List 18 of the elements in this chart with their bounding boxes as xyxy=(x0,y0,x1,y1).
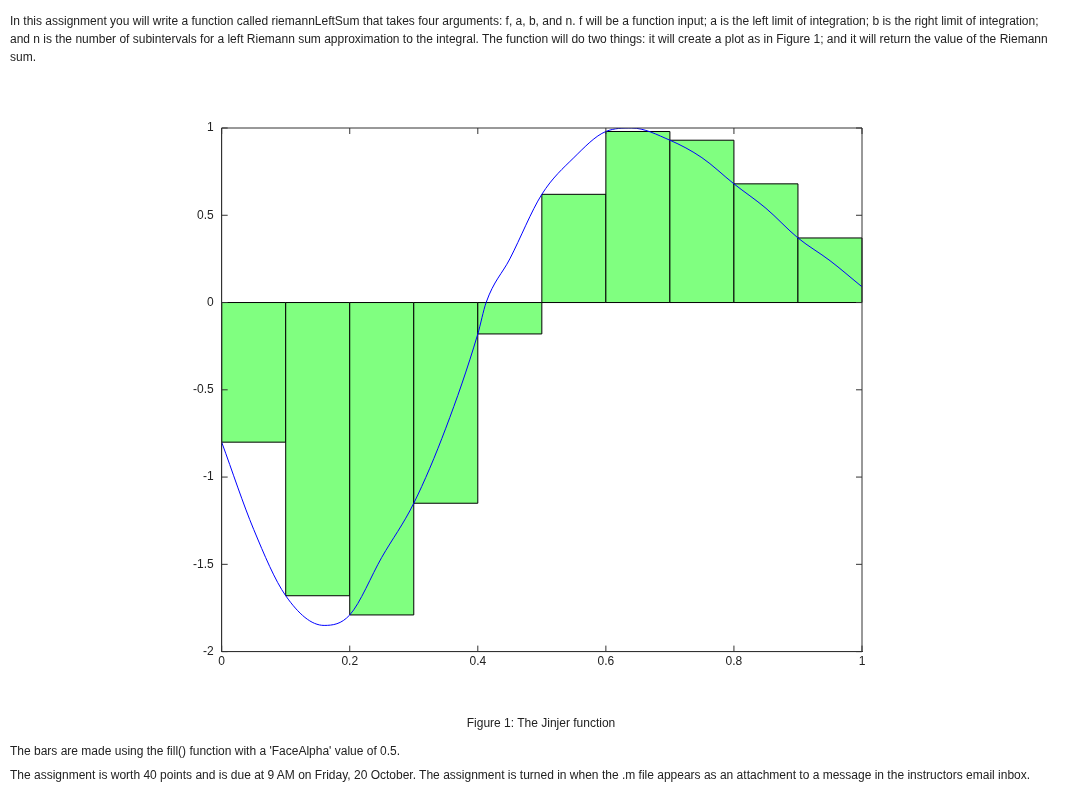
x-tick-label: 0.8 xyxy=(725,654,743,669)
y-tick-label: 0.5 xyxy=(196,207,214,222)
text: The bars are made using the fill() function with a 'FaceAlpha' value of 0.5. xyxy=(10,744,401,758)
y-tick-label: -1.5 xyxy=(192,556,214,571)
y-tick-label: 1 xyxy=(206,120,214,135)
x-tick-label: 0.2 xyxy=(341,654,359,669)
x-tick-label: 0.4 xyxy=(469,654,487,669)
caption: Figure 1: The Jinjer function xyxy=(465,716,617,730)
y-tick-label: 0 xyxy=(206,294,214,309)
text: The assignment is worth 40 points and is due at 9 AM on Friday, 20 October. The assignment is turned in when the .m file appears as an attachment to a message in the instructors email inbox. xyxy=(10,768,1031,782)
text: In this assignment you will write a function called riemannLeftSum that takes four arguments: f, a, b, and n. f will be a function input; a is the left limit of integration; b is the right limit of integration; and n is the number of subintervals for a left Riemann sum approximation to the integral. The function will do two things: it will create a plot as in Figure 1; and it will return the value of the Riemann sum. xyxy=(10,13,1049,66)
x-tick-label: 0.6 xyxy=(597,654,615,669)
x-tick-label: 1 xyxy=(858,654,866,669)
line-series xyxy=(221,128,862,626)
y-tick-label: -1 xyxy=(203,469,214,484)
y-tick-label: -0.5 xyxy=(192,382,214,397)
x-tick-label: 0 xyxy=(218,654,226,669)
y-tick-label: -2 xyxy=(203,643,214,658)
